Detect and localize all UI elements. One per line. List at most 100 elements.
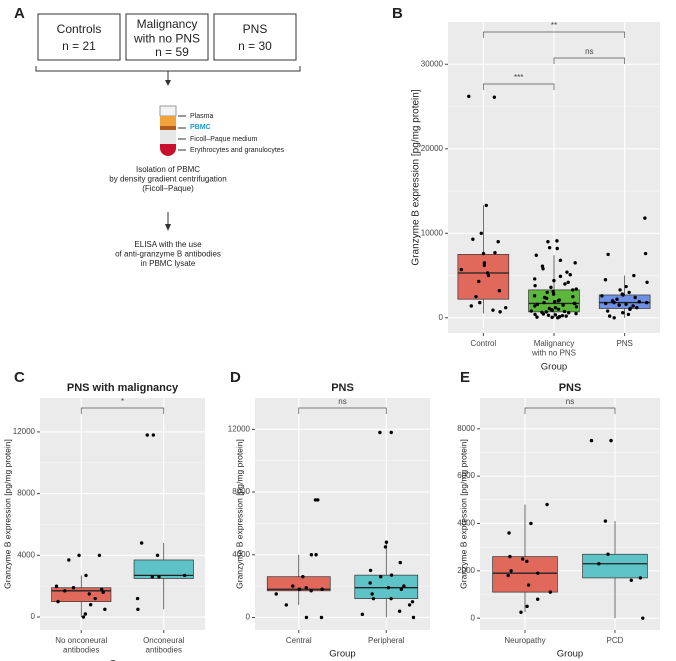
point: [643, 251, 648, 256]
point: [550, 308, 555, 312]
point: [624, 284, 628, 289]
point: [320, 587, 324, 591]
point: [77, 553, 81, 558]
point: [492, 95, 497, 99]
point: [56, 599, 60, 604]
point: [556, 316, 560, 320]
point: [533, 283, 537, 288]
point: [304, 615, 309, 620]
significance-label: ns: [338, 397, 346, 406]
x-tick-label: PCD: [607, 636, 624, 645]
significance-label: ns: [585, 47, 593, 56]
x-axis-label: Group: [109, 659, 135, 661]
panel: D 0 4000 8000 12000 ns Central Peripheral Group G…: [228, 369, 430, 660]
x-tick-label: Neuropathy: [504, 636, 545, 645]
point: [360, 612, 365, 617]
point: [497, 289, 502, 293]
point: [555, 246, 559, 251]
panel-letter: A: [14, 5, 25, 22]
chart-title: PNS: [331, 382, 354, 394]
group-n: n = 59: [155, 45, 189, 59]
point: [407, 603, 412, 607]
point: [398, 560, 402, 565]
y-tick-label: 4000: [232, 550, 250, 559]
point: [643, 216, 647, 220]
box: [598, 294, 651, 309]
point: [532, 294, 537, 298]
point: [479, 231, 483, 235]
point: [612, 300, 616, 305]
point: [549, 285, 553, 290]
point: [546, 313, 551, 317]
point: [136, 607, 140, 612]
point: [560, 313, 565, 318]
point: [637, 300, 642, 304]
group-box: [37, 13, 121, 61]
significance-bracket: [482, 83, 555, 90]
point: [645, 300, 649, 305]
point: [552, 278, 556, 283]
significance-label: *: [121, 397, 124, 406]
point: [410, 600, 415, 604]
point: [562, 309, 567, 314]
point: [533, 277, 537, 281]
point: [603, 519, 608, 523]
point: [459, 267, 463, 272]
x-tick-label: Central: [286, 636, 312, 645]
point: [99, 587, 104, 591]
point: [606, 252, 610, 257]
point: [389, 430, 393, 435]
significance-label: ***: [514, 73, 523, 82]
point: [632, 273, 636, 278]
y-tick-label: 2000: [457, 566, 475, 575]
point: [545, 290, 549, 295]
point: [389, 596, 393, 601]
point: [551, 289, 555, 294]
x-tick-label: Malignancy with no PNS: [531, 339, 576, 358]
point: [519, 610, 523, 614]
point: [628, 307, 632, 312]
y-axis-label: Granzyme B expression [pg/mg protein]: [411, 89, 422, 265]
point: [573, 261, 577, 265]
point: [474, 294, 478, 299]
point: [182, 573, 187, 578]
panel: B 0 10000 20000 30000 *** ns ** Control Malignanc…: [392, 5, 660, 373]
point: [542, 300, 546, 305]
point: [566, 311, 571, 315]
point: [606, 552, 610, 556]
point: [467, 94, 471, 99]
x-axis-label: Group: [541, 362, 567, 373]
point: [368, 568, 373, 573]
point: [645, 280, 649, 284]
point: [535, 315, 539, 319]
point: [534, 253, 538, 257]
layer-label: PBMC: [190, 124, 211, 131]
point: [87, 592, 91, 596]
tube-erythrocytes: [160, 144, 176, 156]
significance-bracket: [553, 57, 626, 64]
point: [573, 301, 577, 306]
point: [150, 575, 155, 579]
y-tick-label: 8000: [17, 489, 35, 498]
y-tick-label: 8000: [457, 424, 475, 433]
y-tick-label: 12000: [228, 424, 251, 433]
point: [316, 498, 320, 502]
point: [635, 305, 639, 310]
point: [319, 615, 324, 620]
point: [491, 308, 495, 312]
point: [604, 301, 608, 306]
point: [638, 576, 643, 580]
point: [603, 278, 608, 282]
point: [574, 287, 578, 291]
y-tick-label: 6000: [457, 471, 475, 480]
point: [88, 603, 93, 607]
point: [612, 316, 616, 320]
point: [571, 294, 575, 299]
point: [526, 583, 531, 587]
point: [553, 305, 558, 310]
point: [309, 589, 313, 593]
point: [536, 597, 540, 601]
significance-label: ns: [566, 397, 574, 406]
point: [533, 304, 537, 308]
point: [529, 309, 533, 313]
